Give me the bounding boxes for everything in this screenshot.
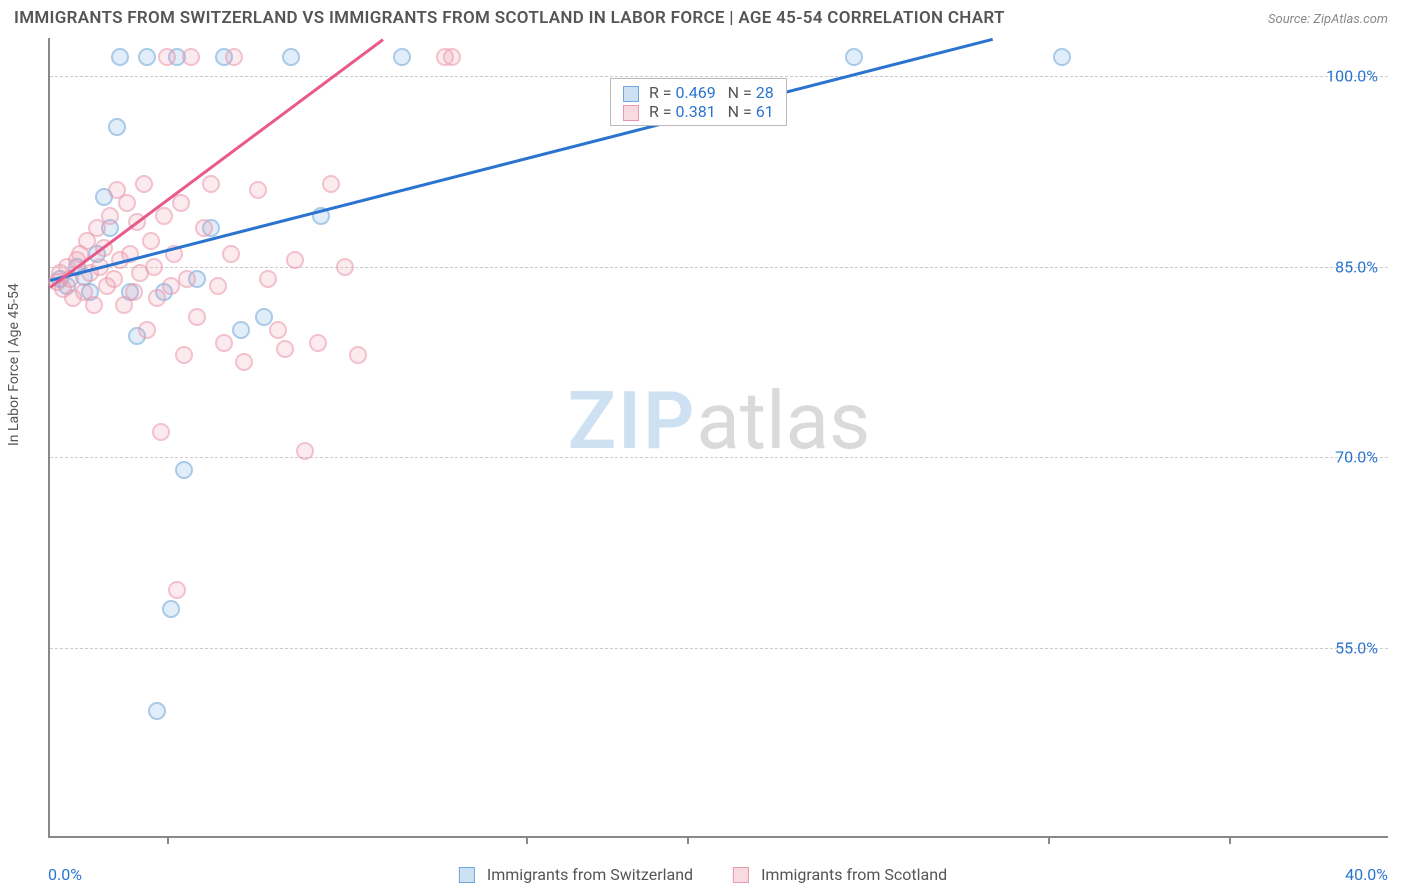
gridline [50,457,1388,458]
marker-switzerland [282,48,300,66]
marker-scotland [138,321,156,339]
marker-scotland [158,48,176,66]
legend-swatch-pink [733,867,749,883]
marker-scotland [155,207,173,225]
marker-scotland [225,48,243,66]
marker-scotland [145,258,163,276]
marker-scotland [182,48,200,66]
y-axis-title: In Labor Force | Age 45-54 [6,283,22,446]
correlation-row: R = 0.469 N = 28 [623,83,774,102]
marker-switzerland [393,48,411,66]
legend-swatch-blue [459,867,475,883]
y-tick-label: 85.0% [1335,257,1378,276]
n-value: 28 [756,83,774,102]
marker-scotland [276,340,294,358]
r-value: 0.469 [676,83,716,102]
marker-scotland [125,283,143,301]
x-tick [687,836,689,844]
marker-switzerland [148,702,166,720]
watermark-zip: ZIP [568,374,697,468]
legend-item-scotland: Immigrants from Scotland [733,865,947,884]
marker-scotland [235,353,253,371]
marker-scotland [336,258,354,276]
marker-scotland [215,334,233,352]
marker-scotland [286,251,304,269]
marker-switzerland [232,321,250,339]
legend-label-scotland: Immigrants from Scotland [761,865,947,884]
marker-scotland [443,48,461,66]
marker-switzerland [138,48,156,66]
marker-scotland [118,194,136,212]
series-legend: Immigrants from Switzerland Immigrants f… [459,865,947,884]
n-label: N = [728,102,752,121]
marker-scotland [209,277,227,295]
r-label: R = [649,83,672,102]
marker-switzerland [845,48,863,66]
marker-scotland [105,270,123,288]
plot-area: ZIPatlas 55.0% 70.0% 85.0% 100.0% R = 0.469… [48,38,1388,838]
chart-title: IMMIGRANTS FROM SWITZERLAND VS IMMIGRANT… [14,8,1005,28]
marker-switzerland [111,48,129,66]
marker-switzerland [175,461,193,479]
x-tick [526,836,528,844]
marker-scotland [85,296,103,314]
legend-item-switzerland: Immigrants from Switzerland [459,865,693,884]
source-attribution: Source: ZipAtlas.com [1268,12,1388,27]
marker-scotland [168,581,186,599]
marker-scotland [101,207,119,225]
marker-switzerland [108,118,126,136]
x-tick [1048,836,1050,844]
marker-scotland [195,219,213,237]
marker-scotland [178,270,196,288]
y-tick-label: 100.0% [1326,67,1378,86]
marker-scotland [259,270,277,288]
marker-scotland [202,175,220,193]
marker-scotland [162,277,180,295]
x-axis-max-label: 40.0% [1345,865,1388,884]
watermark: ZIPatlas [568,374,871,468]
gridline [50,76,1388,77]
watermark-atlas: atlas [696,374,870,468]
gridline [50,267,1388,268]
x-axis-min-label: 0.0% [48,865,82,884]
marker-scotland [249,181,267,199]
x-tick [167,836,169,844]
trendline-switzerland [50,38,994,282]
y-tick-label: 70.0% [1335,448,1378,467]
corr-swatch [623,105,639,121]
marker-switzerland [1053,48,1071,66]
marker-scotland [135,175,153,193]
marker-switzerland [162,600,180,618]
marker-scotland [188,308,206,326]
marker-scotland [296,442,314,460]
r-value: 0.381 [676,102,716,121]
marker-scotland [309,334,327,352]
correlation-row: R = 0.381 N = 61 [623,102,774,121]
n-label: N = [728,83,752,102]
marker-scotland [172,194,190,212]
marker-scotland [349,346,367,364]
marker-scotland [269,321,287,339]
gridline [50,648,1388,649]
y-tick-label: 55.0% [1335,638,1378,657]
marker-scotland [222,245,240,263]
n-value: 61 [756,102,774,121]
corr-swatch [623,86,639,102]
r-label: R = [649,102,672,121]
correlation-legend: R = 0.469 N = 28 R = 0.381 N = 61 [610,78,787,126]
marker-scotland [175,346,193,364]
legend-label-switzerland: Immigrants from Switzerland [487,865,693,884]
marker-scotland [322,175,340,193]
marker-scotland [152,423,170,441]
marker-scotland [142,232,160,250]
x-tick [1229,836,1231,844]
